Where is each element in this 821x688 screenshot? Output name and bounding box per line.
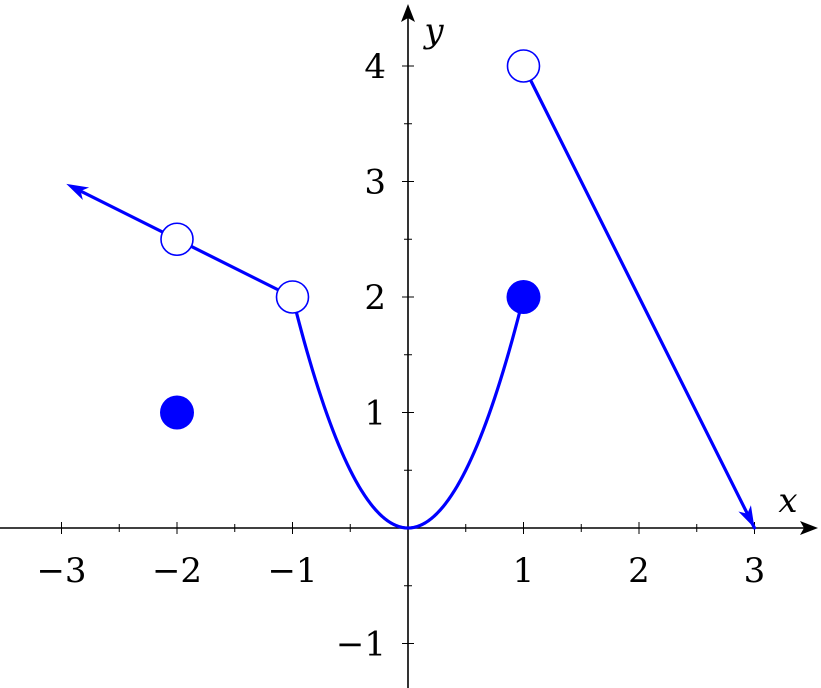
x-tick-label: 1 [513, 551, 535, 591]
y-tick-label: 3 [364, 163, 386, 203]
tick-labels: −3 −2 −1 1 2 3 −1 1 2 3 4 [36, 47, 765, 665]
y-axis-label: y [422, 11, 444, 51]
y-tick-label: 4 [364, 47, 386, 87]
x-tick-label: −1 [267, 551, 317, 591]
open-point [506, 49, 541, 83]
parabola-curve [290, 295, 526, 530]
y-tick-label: 1 [364, 394, 386, 434]
ticks [61, 65, 755, 644]
x-tick-label: −2 [152, 551, 202, 591]
markers [160, 49, 541, 430]
x-tick-label: 2 [628, 551, 650, 591]
y-tick-label: 2 [364, 278, 386, 318]
open-point [160, 222, 194, 257]
segment-arrowhead-start [66, 183, 90, 201]
x-tick-label: −3 [36, 551, 86, 591]
segment-arrowhead-end [738, 505, 755, 528]
x-axis-label: x [778, 481, 797, 521]
curves [66, 64, 757, 530]
x-axis-arrowhead [800, 521, 818, 535]
open-point [275, 280, 310, 314]
closed-point [160, 395, 194, 430]
x-tick-label: 3 [744, 551, 766, 591]
y-tick-label: −1 [336, 625, 386, 665]
y-axis-arrowhead [401, 4, 415, 22]
line-segment-2 [521, 64, 757, 530]
closed-point [506, 280, 541, 314]
